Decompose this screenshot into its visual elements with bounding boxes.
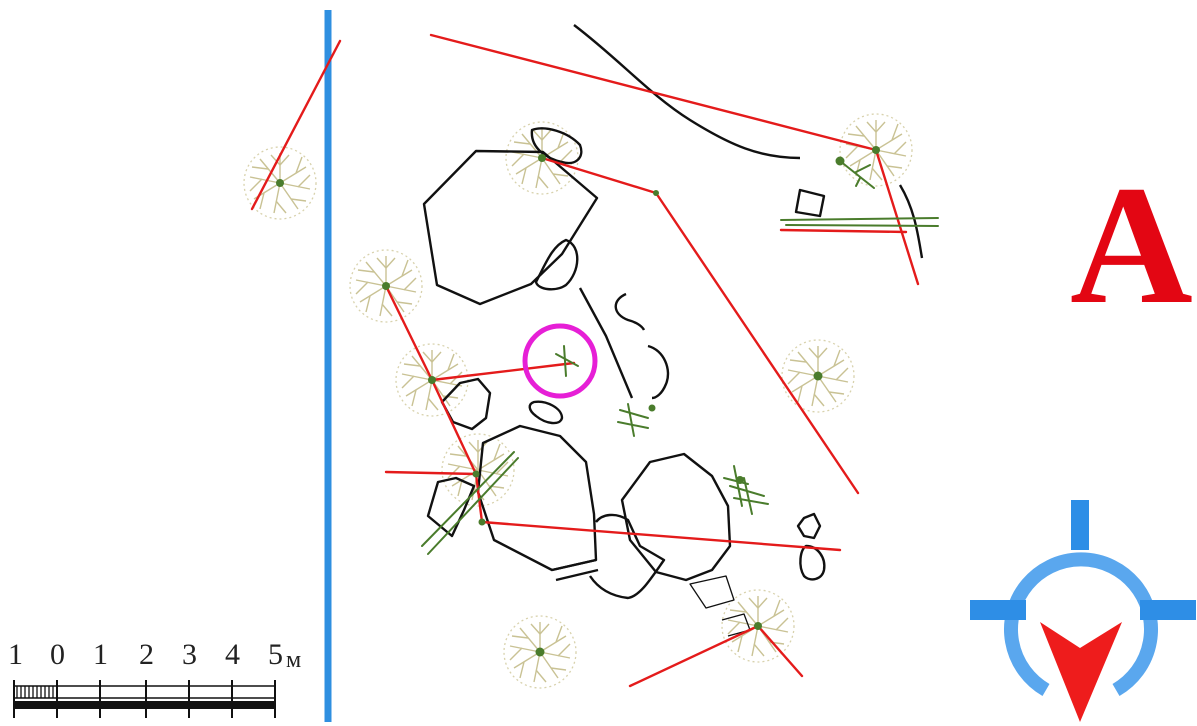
vegetation-mark	[733, 497, 769, 505]
crack-line	[384, 470, 478, 476]
tree-dot	[535, 647, 545, 657]
scale-label: 0	[50, 638, 65, 671]
stone-contour	[721, 613, 751, 637]
stone-contour	[530, 127, 583, 165]
compass-tick-left	[970, 600, 1026, 620]
vegetation-mark	[421, 451, 515, 547]
crack-line	[430, 361, 576, 382]
vegetation-mark	[617, 421, 649, 429]
tree-dot	[653, 190, 659, 196]
crack-line	[628, 624, 804, 688]
scale-unit: м	[286, 647, 302, 673]
curved-line	[898, 184, 924, 259]
north-arrow-icon	[1040, 622, 1122, 722]
tree-dot	[872, 146, 880, 154]
stone-contour	[589, 513, 666, 600]
tree-dot	[736, 476, 744, 484]
vegetation-mark	[855, 164, 871, 173]
scale-label: 1	[8, 638, 23, 671]
crack-line	[250, 39, 342, 211]
compass-icon	[970, 500, 1196, 722]
crack-line	[384, 284, 842, 552]
compass-ring	[1004, 552, 1158, 697]
tree-dot	[382, 282, 390, 290]
section-letter: А	[1070, 151, 1193, 339]
vegetation-mark	[619, 409, 649, 419]
vegetation-mark	[729, 485, 765, 497]
scale-label: 2	[139, 638, 154, 671]
tree-dot	[428, 376, 436, 384]
tree-dot	[754, 622, 762, 630]
scale-label: 5	[268, 638, 283, 671]
tree-dot	[835, 156, 845, 166]
vegetation-mark	[555, 353, 579, 367]
stone-contour	[534, 238, 579, 291]
tree-dot	[276, 179, 284, 187]
stone-contour	[799, 544, 826, 581]
tree-dot	[472, 470, 480, 478]
scale-label: 4	[225, 638, 240, 671]
stone-contour	[422, 149, 599, 306]
compass-tick-right	[1140, 600, 1196, 620]
stones-layer	[422, 24, 924, 637]
stone-contour	[555, 568, 599, 582]
stone-contour	[796, 512, 822, 540]
vegetation-mark	[427, 457, 519, 555]
vegetation-mark	[627, 403, 635, 437]
path-line	[573, 24, 801, 160]
trees-layer	[243, 113, 913, 689]
stone-contour	[614, 292, 646, 331]
stone-contour	[551, 558, 597, 572]
stone-contour	[476, 424, 598, 572]
vegetation-mark	[785, 224, 939, 227]
stone-contour	[794, 188, 826, 218]
vegetation-layer	[421, 160, 939, 555]
scale-label: 1	[93, 638, 108, 671]
vegetation-mark	[839, 160, 875, 189]
stone-contour	[528, 400, 564, 425]
crack-line	[779, 228, 908, 234]
highlight-circle	[522, 323, 598, 399]
vegetation-mark	[780, 217, 939, 221]
stone-contour	[689, 575, 735, 609]
stone-contour	[647, 344, 670, 400]
tree-dot	[648, 404, 656, 412]
compass-tick-top	[1071, 500, 1089, 550]
tree-dot	[538, 154, 546, 162]
scale-label: 3	[182, 638, 197, 671]
crack-line	[429, 33, 920, 286]
vegetation-mark	[855, 177, 861, 187]
stone-contour	[620, 452, 732, 582]
vegetation-mark	[723, 477, 749, 485]
scale-bar	[13, 680, 276, 718]
tree-dot	[478, 518, 486, 526]
tree-dots-layer	[276, 146, 880, 657]
vegetation-mark	[563, 345, 567, 377]
tree-dot	[813, 371, 823, 381]
stone-contour	[426, 476, 476, 538]
stone-contour	[578, 287, 634, 399]
